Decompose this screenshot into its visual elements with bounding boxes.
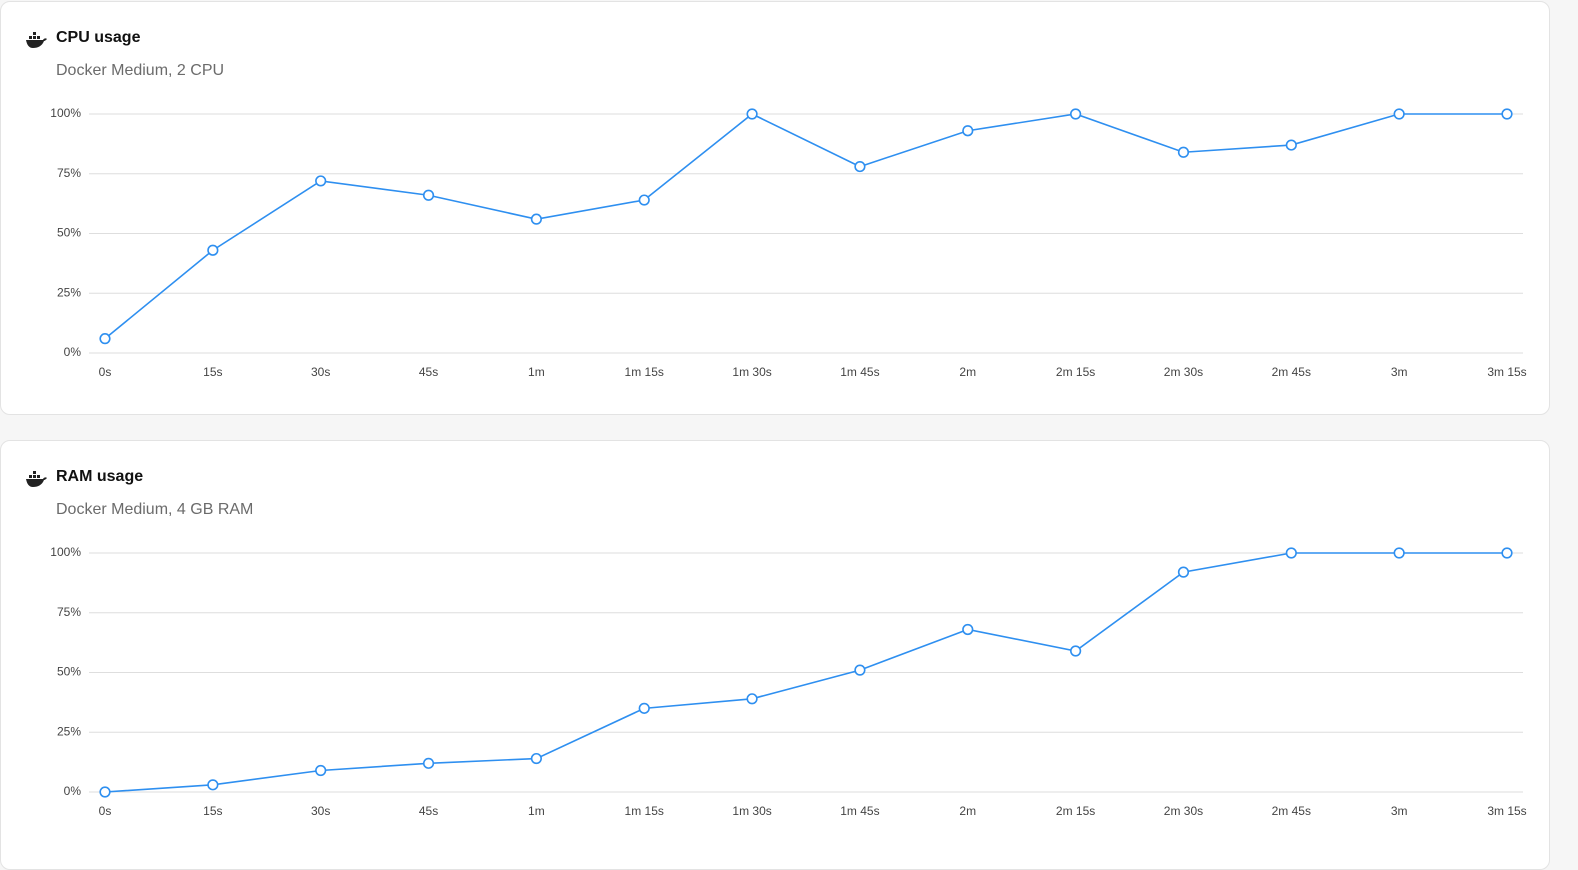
- x-tick-label: 2m 45s: [1272, 804, 1311, 818]
- point: [315, 175, 327, 187]
- point: [854, 664, 866, 676]
- x-tick-label: 0s: [99, 804, 112, 818]
- x-tick-label: 3m: [1391, 365, 1408, 379]
- chart-title: CPU usage: [56, 29, 141, 46]
- point: [530, 752, 542, 765]
- x-tick-label: 3m: [1391, 804, 1408, 818]
- y-tick-label: 50%: [57, 226, 81, 240]
- y-tick-label: 100%: [50, 545, 81, 559]
- point: [1393, 108, 1405, 120]
- point: [746, 108, 758, 120]
- y-tick-label: 75%: [57, 605, 81, 619]
- x-tick-label: 1m: [528, 804, 545, 818]
- y-tick-label: 50%: [57, 665, 81, 679]
- x-tick-label: 0s: [99, 365, 112, 379]
- point: [1285, 139, 1297, 151]
- line: [104, 113, 1507, 340]
- x-tick-label: 2m: [959, 365, 976, 379]
- point: [315, 764, 327, 777]
- x-tick-label: 2m: [959, 804, 976, 818]
- x-tick-label: 1m 15s: [625, 365, 664, 379]
- y-tick-label: 0%: [64, 784, 82, 798]
- point: [422, 189, 435, 201]
- point: [638, 702, 650, 714]
- x-tick-label: 15s: [203, 365, 222, 379]
- y-tick-label: 75%: [57, 166, 81, 180]
- x-tick-label: 15s: [203, 804, 222, 818]
- x-tick-label: 1m 30s: [732, 365, 771, 379]
- point: [99, 786, 111, 798]
- point: [530, 213, 542, 225]
- x-tick-label: 1m 45s: [840, 804, 879, 818]
- x-tick-label: 3m 15s: [1487, 365, 1526, 379]
- x-tick-label: 1m 15s: [625, 804, 664, 818]
- chart: 0% 25% 50% 75% 100% 0s 15s 30s 45s 1m 1m 15s 1m 30s…: [50, 545, 1526, 818]
- chart-subtitle: Docker Medium, 4 GB RAM: [56, 501, 254, 518]
- point: [1501, 108, 1513, 120]
- x-tick-label: 45s: [419, 804, 438, 818]
- point: [207, 244, 219, 256]
- x-tick-label: 1m 30s: [732, 804, 771, 818]
- x-tick-label: 1m 45s: [840, 365, 879, 379]
- y-tick-label: 25%: [57, 285, 81, 299]
- point: [99, 333, 111, 345]
- point: [207, 779, 219, 791]
- chart-card: RAM usage Docker Medium, 4 GB RAM 0% 25% 5…: [0, 440, 1550, 870]
- y-tick-label: 25%: [57, 724, 81, 738]
- x-tick-label: 30s: [311, 804, 330, 818]
- x-tick-label: 2m 15s: [1056, 365, 1095, 379]
- point: [1501, 547, 1513, 559]
- x-tick-label: 3m 15s: [1487, 804, 1526, 818]
- point: [962, 125, 974, 137]
- point: [1177, 566, 1190, 578]
- point: [422, 757, 435, 769]
- point: [1070, 645, 1082, 657]
- point: [638, 194, 650, 206]
- point: [746, 693, 758, 705]
- y-tick-label: 100%: [50, 106, 81, 120]
- x-tick-label: 1m: [528, 365, 545, 379]
- y-tick-label: 0%: [64, 345, 82, 359]
- x-tick-label: 2m 30s: [1164, 365, 1203, 379]
- x-tick-label: 2m 30s: [1164, 804, 1203, 818]
- chart-card: CPU usage Docker Medium, 2 CPU 0% 25% 50% 7…: [0, 1, 1550, 415]
- docker-icon: [26, 32, 47, 48]
- chart: 0% 25% 50% 75% 100% 0s 15s 30s 45s 1m 1m 15s 1m 30s…: [50, 106, 1526, 379]
- chart-title: RAM usage: [56, 468, 144, 485]
- chart-subtitle: Docker Medium, 2 CPU: [56, 62, 225, 79]
- point: [1393, 547, 1405, 559]
- point: [1285, 547, 1297, 559]
- x-tick-label: 30s: [311, 365, 330, 379]
- x-tick-label: 45s: [419, 365, 438, 379]
- x-tick-label: 2m 45s: [1272, 365, 1311, 379]
- point: [1070, 108, 1082, 120]
- x-tick-label: 2m 15s: [1056, 804, 1095, 818]
- point: [854, 160, 866, 173]
- docker-icon: [26, 471, 47, 487]
- line: [104, 552, 1507, 793]
- point: [962, 623, 974, 636]
- point: [1177, 146, 1190, 158]
